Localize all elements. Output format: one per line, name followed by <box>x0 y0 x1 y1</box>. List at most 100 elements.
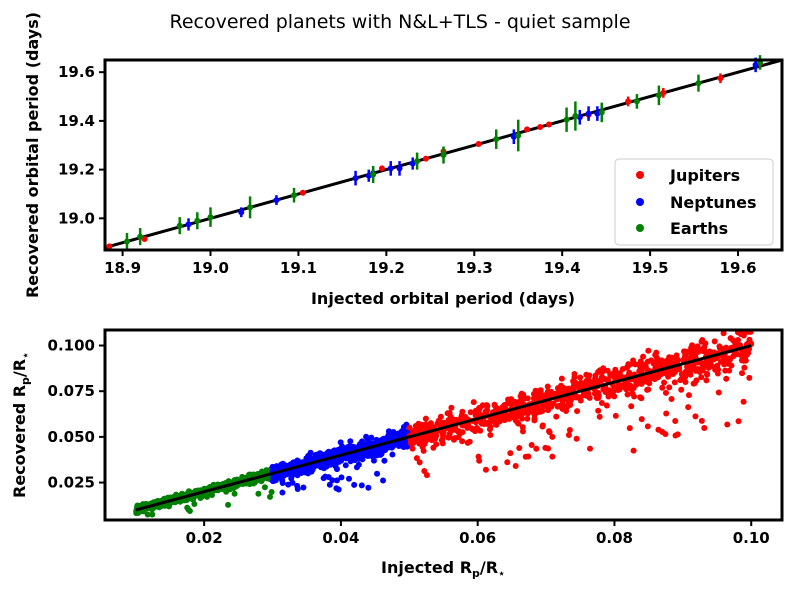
earths-point <box>194 218 200 224</box>
jupiters-point <box>471 399 477 405</box>
top-y-ticks: 19.0 19.2 19.4 19.6 <box>58 63 105 227</box>
top-x-axis-label: Injected orbital period (days) <box>311 289 575 308</box>
jupiters-point <box>645 423 651 429</box>
neptunes-point <box>359 482 365 488</box>
jupiters-point <box>673 432 679 438</box>
neptunes-point <box>352 457 358 463</box>
earths-point <box>250 481 256 487</box>
jupiters-point <box>448 405 454 411</box>
jupiters-point <box>612 373 618 379</box>
top-y-tick-label: 19.2 <box>58 161 95 179</box>
legend-neptunes-marker <box>636 198 644 206</box>
jupiters-point <box>679 371 685 377</box>
earths-point <box>572 113 578 119</box>
jupiters-point <box>436 421 442 427</box>
jupiters-point <box>695 343 701 349</box>
jupiters-point <box>467 439 473 445</box>
jupiters-point <box>685 404 691 410</box>
jupiters-point <box>665 374 671 380</box>
jupiters-point <box>645 359 651 365</box>
jupiters-point <box>705 359 711 365</box>
earths-point <box>124 238 130 244</box>
neptunes-point <box>323 464 329 470</box>
jupiters-point <box>567 427 573 433</box>
jupiters-point <box>522 395 528 401</box>
jupiters-point <box>567 402 573 408</box>
jupiters-point <box>433 433 439 439</box>
neptunes-point <box>365 485 371 491</box>
neptunes-point <box>334 466 340 472</box>
top-x-tick-label: 19.5 <box>632 259 669 277</box>
earths-point <box>599 109 605 115</box>
jupiters-point <box>492 466 498 472</box>
earths-point <box>656 92 662 98</box>
earths-point <box>184 505 190 511</box>
jupiters-point <box>716 390 722 396</box>
top-y-axis-label: Recovered orbital period (days) <box>23 12 42 298</box>
jupiters-point <box>666 384 672 390</box>
earths-point <box>370 171 376 177</box>
neptunes-point <box>338 439 344 445</box>
jupiters-point <box>738 352 744 358</box>
jupiters-point <box>688 366 694 372</box>
jupiters-point <box>487 432 493 438</box>
jupiters-point <box>513 463 519 469</box>
earths-point <box>291 192 297 198</box>
jupiters-point <box>743 353 749 359</box>
neptunes-point <box>586 111 592 117</box>
jupiters-point <box>574 408 580 414</box>
jupiters-point <box>712 338 718 344</box>
jupiters-point <box>717 75 723 81</box>
jupiters-point <box>539 424 545 430</box>
jupiters-point <box>451 437 457 443</box>
neptunes-point <box>238 209 244 215</box>
bottom-x-tick-label: 0.04 <box>322 529 359 547</box>
legend-jupiters-marker <box>636 171 644 179</box>
jupiters-point <box>421 448 427 454</box>
earths-point <box>515 133 521 139</box>
jupiters-point <box>300 190 306 196</box>
jupiters-point <box>693 377 699 383</box>
jupiters-point <box>631 361 637 367</box>
neptunes-point <box>397 165 403 171</box>
jupiters-point <box>531 417 537 423</box>
jupiters-point <box>484 402 490 408</box>
neptunes-point <box>374 471 380 477</box>
bottom-y-tick-label: 0.050 <box>48 428 95 446</box>
jupiters-point <box>549 434 555 440</box>
jupiters-point <box>726 368 732 374</box>
neptunes-point <box>351 482 357 488</box>
earths-point <box>177 223 183 229</box>
top-x-tick-label: 19.4 <box>544 259 581 277</box>
earths-point <box>634 98 640 104</box>
jupiters-point <box>617 386 623 392</box>
earths-point <box>269 489 275 495</box>
jupiters-point <box>447 410 453 416</box>
top-y-tick-label: 19.6 <box>58 63 95 81</box>
jupiters-point <box>537 124 543 130</box>
jupiters-point <box>439 437 445 443</box>
legend-earths-marker <box>636 224 644 232</box>
jupiters-point <box>487 426 493 432</box>
jupiters-point <box>643 365 649 371</box>
jupiters-point <box>692 413 698 419</box>
neptunes-point <box>273 197 279 203</box>
jupiters-point <box>659 357 665 363</box>
neptunes-point <box>334 477 340 483</box>
jupiters-point <box>699 418 705 424</box>
jupiters-point <box>715 367 721 373</box>
neptunes-point <box>347 438 353 444</box>
jupiters-point <box>559 376 565 382</box>
neptunes-point <box>386 445 392 451</box>
bottom-y-tick-label: 0.025 <box>48 474 95 492</box>
jupiters-point <box>542 392 548 398</box>
jupiters-point <box>473 408 479 414</box>
jupiters-point <box>524 126 530 132</box>
neptunes-point <box>316 453 322 459</box>
neptunes-point <box>285 482 291 488</box>
bottom-panel: 0.02 0.04 0.06 0.08 0.10 0.025 0.050 0.075 0.10… <box>10 329 782 580</box>
bottom-x-tick-label: 0.06 <box>459 529 496 547</box>
jupiters-point <box>553 414 559 420</box>
top-y-tick-label: 19.4 <box>58 112 95 130</box>
jupiters-point <box>639 416 645 422</box>
